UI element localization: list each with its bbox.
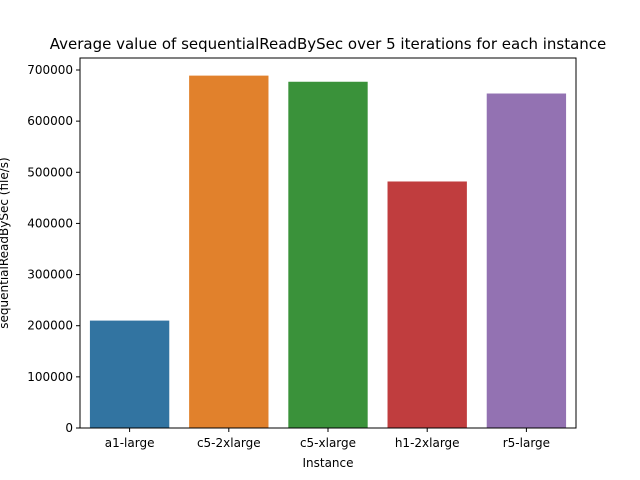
y-tick-label: 500000 <box>27 165 73 179</box>
y-tick-label: 400000 <box>27 216 73 230</box>
bar-c5-xlarge <box>288 81 368 428</box>
bar-c5-2xlarge <box>189 75 269 428</box>
x-tick-label: c5-2xlarge <box>197 436 261 450</box>
bars-group <box>89 75 567 429</box>
x-tick-label: r5-large <box>503 436 550 450</box>
y-tick-label: 200000 <box>27 319 73 333</box>
y-tick-label: 0 <box>65 421 73 435</box>
bar-r5-large <box>486 93 567 429</box>
x-tick-label: c5-xlarge <box>300 436 356 450</box>
x-axis-label: Instance <box>302 456 353 470</box>
y-tick-label: 700000 <box>27 63 73 77</box>
x-axis-ticks: a1-large c5-2xlarge c5-xlarge h1-2xlarge r5-… <box>105 428 550 450</box>
y-tick-label: 100000 <box>27 370 73 384</box>
x-tick-label: a1-large <box>105 436 155 450</box>
plot-frame <box>79 57 577 429</box>
y-axis-ticks: 0 100000 200000 300000 400000 500000 600000 700… <box>27 63 80 435</box>
x-tick-label: h1-2xlarge <box>395 436 460 450</box>
y-tick-label: 300000 <box>27 268 73 282</box>
y-axis-label: sequentialReadBySec (file/s) <box>0 157 11 328</box>
bar-h1-2xlarge <box>387 181 467 428</box>
y-tick-label: 600000 <box>27 114 73 128</box>
chart-title: Average value of sequentialReadBySec ove… <box>50 35 607 53</box>
bar-a1-large <box>89 320 170 428</box>
